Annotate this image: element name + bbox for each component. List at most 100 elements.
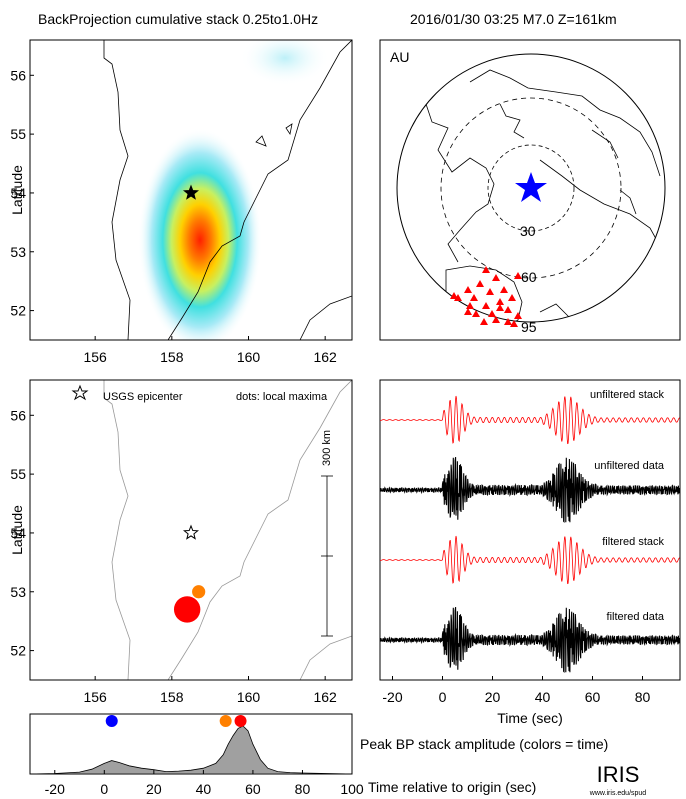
trace-stack xyxy=(380,535,680,585)
station-triangle xyxy=(482,266,490,273)
station-triangle xyxy=(514,272,522,279)
trace-data xyxy=(379,457,681,524)
station-triangle xyxy=(514,312,522,319)
station-triangle xyxy=(504,306,512,313)
amplitude-maximum-dot xyxy=(234,715,247,727)
station-triangle xyxy=(492,316,500,323)
x-tick-label: 20 xyxy=(485,689,501,705)
x-tick-label: 158 xyxy=(160,689,184,705)
station-triangle xyxy=(500,286,508,293)
station-triangle xyxy=(504,318,512,325)
ring-label-95: 95 xyxy=(521,319,537,335)
amplitude-frame xyxy=(29,713,353,775)
x-tick-label: 160 xyxy=(237,689,261,705)
trace-stack xyxy=(380,395,680,445)
waveforms-frame xyxy=(379,379,681,681)
trace-label: filtered stack xyxy=(602,536,664,548)
islands xyxy=(255,123,293,147)
epicenter-star xyxy=(182,524,200,540)
amplitude-maxima xyxy=(105,715,247,727)
station-triangle xyxy=(492,274,500,281)
new-zealand xyxy=(539,303,571,322)
iris-logo-text: IRIS xyxy=(597,762,640,787)
ring-label-60: 60 xyxy=(521,269,537,285)
x-tick-label: -20 xyxy=(382,689,402,705)
globe-frame xyxy=(379,39,681,341)
coastline-south-c xyxy=(299,635,352,680)
globe-epicenter-star xyxy=(515,172,547,202)
y-tick-label: 53 xyxy=(10,244,26,260)
station-triangle xyxy=(488,310,496,317)
continent-arctic xyxy=(469,69,661,177)
x-tick-label: 0 xyxy=(439,689,447,705)
scale-bar-label: 300 km xyxy=(321,430,333,466)
x-tick-label: 162 xyxy=(313,689,337,705)
station-triangle xyxy=(470,294,478,301)
y-axis-label-a: Latitude xyxy=(9,165,25,215)
map-a-frame xyxy=(29,39,353,341)
epicenter-star xyxy=(182,184,200,200)
peak-amplitude-panel: -20 0 20 40 60 80 100 Peak BP stack amplitude … xyxy=(29,713,608,797)
iris-logo-url: www.iris.edu/spud xyxy=(589,790,647,797)
globe-outline xyxy=(396,53,666,323)
ring-label-30: 30 xyxy=(520,223,536,239)
y-tick-label: 54 xyxy=(10,525,26,541)
iris-logo: IRIS www.iris.edu/spud xyxy=(589,762,647,797)
y-tick-label: 52 xyxy=(10,303,26,319)
trace-data xyxy=(379,607,681,674)
coastline-west xyxy=(103,40,131,340)
trace-label: unfiltered data xyxy=(594,460,665,472)
legend-maxima: dots: local maxima xyxy=(236,391,328,403)
map-a-marks xyxy=(182,184,200,200)
trace-label: unfiltered stack xyxy=(590,389,664,401)
map-a-axes: 156 158 160 162 52 53 54 55 56 xyxy=(10,67,337,365)
y-axis-label-c: Latitude xyxy=(9,505,25,555)
x-tick-label: 0 xyxy=(100,781,108,797)
trace-label: filtered data xyxy=(607,611,665,623)
amplitude-maximum-dot xyxy=(105,715,118,727)
waveforms-panel: unfiltered stack unfiltered data filtered … xyxy=(379,379,681,726)
y-tick-label: 54 xyxy=(10,185,26,201)
station-triangle xyxy=(464,286,472,293)
x-tick-label: 156 xyxy=(83,689,107,705)
station-triangle xyxy=(496,304,504,311)
x-tick-label: 80 xyxy=(295,781,311,797)
coast-details xyxy=(499,103,637,215)
local-maximum-dot xyxy=(173,596,201,623)
ring-60 xyxy=(440,97,622,279)
heatmap-blob xyxy=(138,128,262,340)
x-tick-label: 60 xyxy=(245,781,261,797)
y-tick-label: 55 xyxy=(10,126,26,142)
x-tick-label: 80 xyxy=(635,689,651,705)
y-tick-label: 55 xyxy=(10,466,26,482)
x-tick-label: 60 xyxy=(585,689,601,705)
amplitude-x-label: Time relative to origin (sec) xyxy=(368,779,536,795)
station-globe: AU 30 60 95 xyxy=(379,39,681,341)
local-maxima-map: USGS epicenter dots: local maxima 300 km… xyxy=(9,379,353,705)
station-triangles xyxy=(450,266,522,327)
network-label: AU xyxy=(390,49,409,65)
station-triangle xyxy=(482,302,490,309)
x-tick-label: 156 xyxy=(83,349,107,365)
amplitude-caption: Peak BP stack amplitude (colors = time) xyxy=(360,736,608,752)
coastline-east xyxy=(167,40,352,340)
station-triangle xyxy=(480,318,488,325)
station-triangle xyxy=(496,298,504,305)
figure-title: BackProjection cumulative stack 0.25to1.… xyxy=(38,11,318,27)
waveform-x-label: Time (sec) xyxy=(497,710,563,726)
map-c-frame xyxy=(29,379,353,681)
map-c-marks xyxy=(173,524,206,623)
x-tick-label: 100 xyxy=(340,781,364,797)
continent-americas xyxy=(409,97,495,263)
amplitude-axes: -20 0 20 40 60 80 100 xyxy=(45,770,364,797)
y-tick-label: 56 xyxy=(10,407,26,423)
x-tick-label: 158 xyxy=(160,349,184,365)
station-triangle xyxy=(508,294,516,301)
legend-epicenter: USGS epicenter xyxy=(103,391,183,403)
scale-bar xyxy=(321,475,333,637)
local-maximum-dot xyxy=(192,585,206,599)
waveform-traces: unfiltered stack unfiltered data filtered … xyxy=(379,389,681,674)
cumulative-stack-map: 156 158 160 162 52 53 54 55 56 Latitude xyxy=(9,39,353,365)
x-tick-label: 40 xyxy=(535,689,551,705)
y-tick-label: 56 xyxy=(10,67,26,83)
